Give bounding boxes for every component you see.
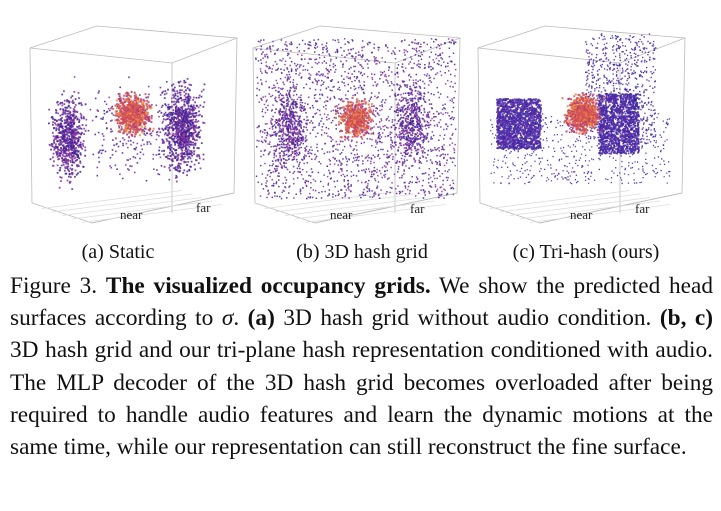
grid-line (81, 204, 223, 223)
axis-label: far (635, 201, 650, 216)
grid-line (61, 197, 203, 216)
caption-text: We show the predicted head surfaces acco… (10, 273, 714, 332)
grid-line (71, 200, 213, 220)
voxel-dots (386, 84, 430, 167)
voxel-dots (112, 93, 153, 136)
axis-label: far (196, 200, 211, 215)
caption-text: (a) (247, 305, 275, 332)
grid-line (274, 193, 416, 213)
voxel-dots (585, 33, 656, 143)
voxel-dots (496, 98, 542, 150)
grid-line (509, 197, 651, 216)
grid-line (264, 190, 406, 209)
axis-label: near (570, 207, 593, 222)
caption-text: 3D hash grid and our tri-plane hash repr… (10, 337, 713, 461)
caption-text: Figure 3. (10, 273, 106, 299)
subcaption: (c) Tri-hash (ours) (513, 241, 660, 263)
grid-line (304, 204, 446, 223)
voxel-dots (496, 98, 542, 150)
figure-caption: Figure 3. The visualized occupancy grids… (10, 270, 713, 463)
grid-line (529, 204, 671, 223)
grid-line (284, 197, 426, 216)
grid-line (41, 190, 183, 209)
axis-label: far (410, 201, 425, 216)
voxel-dots (48, 96, 87, 190)
subcaption: (a) Static (82, 241, 155, 263)
axis-label: near (120, 207, 143, 222)
figure: near far (a) Static near far (b) 3D hash grid… (29, 25, 686, 263)
caption-text: The visualized occupancy grids. (105, 273, 431, 299)
voxel-dots (390, 76, 430, 166)
grid-line (294, 200, 436, 220)
subcaption: (b) 3D hash grid (296, 241, 428, 263)
voxel-dots (48, 93, 87, 176)
voxel-dots (598, 93, 640, 155)
axis-label: near (330, 207, 353, 222)
voxel-dots (387, 83, 430, 169)
voxel-dots (266, 89, 314, 168)
caption-text: 3D hash grid without audio condition. (274, 305, 660, 332)
grid-line (489, 190, 631, 209)
caption-text: (b, c) (659, 305, 714, 332)
caption-text: . (233, 305, 248, 332)
caption-text: σ (221, 305, 234, 332)
grid-line (499, 193, 641, 213)
voxel-dots (339, 97, 373, 139)
voxel-dots (271, 98, 309, 170)
grid-line (51, 193, 193, 213)
voxel-dots (255, 38, 456, 200)
voxel-dots (598, 93, 640, 155)
voxel-dots (158, 81, 206, 179)
voxel-dots (563, 93, 601, 135)
grid-line (519, 200, 661, 220)
